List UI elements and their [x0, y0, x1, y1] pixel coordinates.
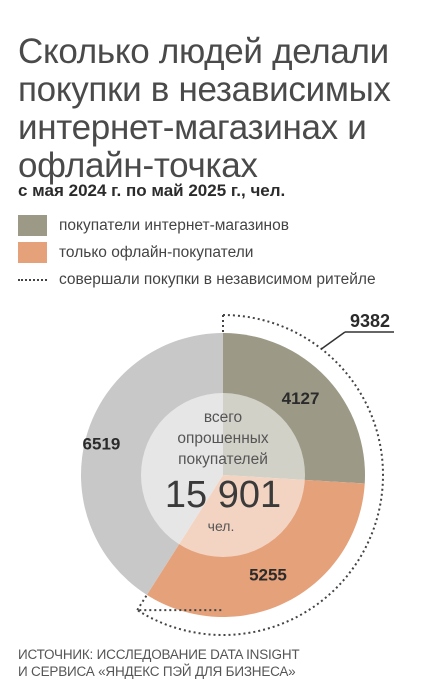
- slice-label-2: 6519: [83, 435, 121, 454]
- legend-item-offline: только офлайн-покупатели: [18, 239, 438, 266]
- legend-swatch-online: [18, 215, 47, 236]
- legend-label-independent: совершали покупки в независимом ритейле: [59, 270, 376, 288]
- source-line-1: ИСТОЧНИК: ИССЛЕДОВАНИЕ DATA INSIGHT: [18, 647, 300, 662]
- legend-dotted-line: [18, 278, 47, 281]
- legend-item-online: покупатели интернет-магазинов: [18, 212, 438, 239]
- legend-item-independent: совершали покупки в независимом ритейле: [18, 266, 438, 293]
- slice-label-1: 5255: [249, 566, 287, 585]
- total-unit: чел.: [208, 518, 235, 534]
- slice-label-0: 4127: [282, 389, 320, 408]
- bracket-label: 9382: [350, 311, 390, 331]
- legend-label-online: покупатели интернет-магазинов: [59, 216, 289, 234]
- source-note: ИСТОЧНИК: ИССЛЕДОВАНИЕ DATA INSIGHT И СЕ…: [18, 646, 428, 680]
- bracket-leader: [321, 331, 346, 350]
- source-line-2: И СЕРВИСА «ЯНДЕКС ПЭЙ ДЛЯ БИЗНЕСА»: [18, 664, 296, 679]
- chart-title: Сколько людей делали покупки в независим…: [18, 32, 391, 186]
- legend-swatch-offline: [18, 242, 47, 263]
- center-circle: [141, 393, 305, 557]
- bracket-cap-end: [136, 594, 148, 611]
- bracket-arc: [133, 314, 384, 636]
- center-text-line-1: опрошенных: [177, 430, 269, 447]
- legend: покупатели интернет-магазинов только офл…: [18, 212, 438, 293]
- legend-label-offline: только офлайн-покупатели: [59, 243, 254, 261]
- center-text-line-0: всего: [204, 409, 242, 426]
- center-text-line-2: покупателей: [178, 451, 268, 468]
- chart-subtitle: с мая 2024 г. по май 2025 г., чел.: [18, 181, 286, 200]
- total-value: 15 901: [165, 474, 281, 516]
